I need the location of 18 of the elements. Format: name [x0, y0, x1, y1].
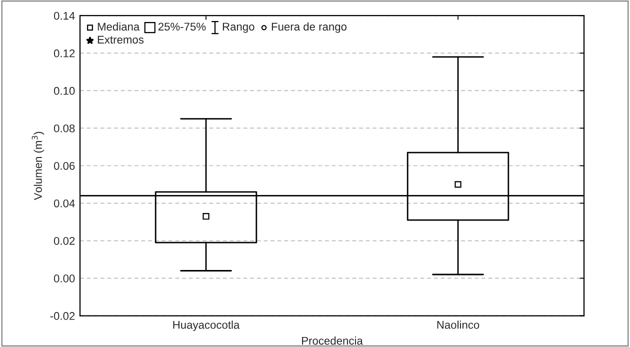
x-axis-title: Procedencia [302, 336, 363, 345]
y-tick-label: 0.02 [54, 237, 75, 245]
x-tick-label: Naolinco [437, 320, 480, 329]
y-tick-label: -0.02 [50, 312, 75, 320]
y-tick-label: 0.08 [54, 124, 75, 132]
y-tick-label: 0.04 [54, 199, 75, 208]
y-tick-label: 0.12 [54, 49, 75, 58]
y-axis-title: Volumen (m$^{3}$) [32, 132, 44, 200]
x-tick-label: Huayacocotla [173, 320, 240, 331]
y-tick-label: 0.06 [54, 162, 75, 170]
annotation: Fuera de rango [272, 22, 347, 33]
annotation: Mediana [98, 22, 140, 31]
y-tick-label: 0.00 [54, 274, 75, 282]
annotation: 25%-75% [158, 22, 206, 31]
annotation: Extremos [98, 36, 144, 44]
y-tick-label: 0.14 [54, 12, 75, 20]
annotation: Rango [222, 22, 254, 33]
y-tick-label: 0.10 [54, 86, 75, 95]
